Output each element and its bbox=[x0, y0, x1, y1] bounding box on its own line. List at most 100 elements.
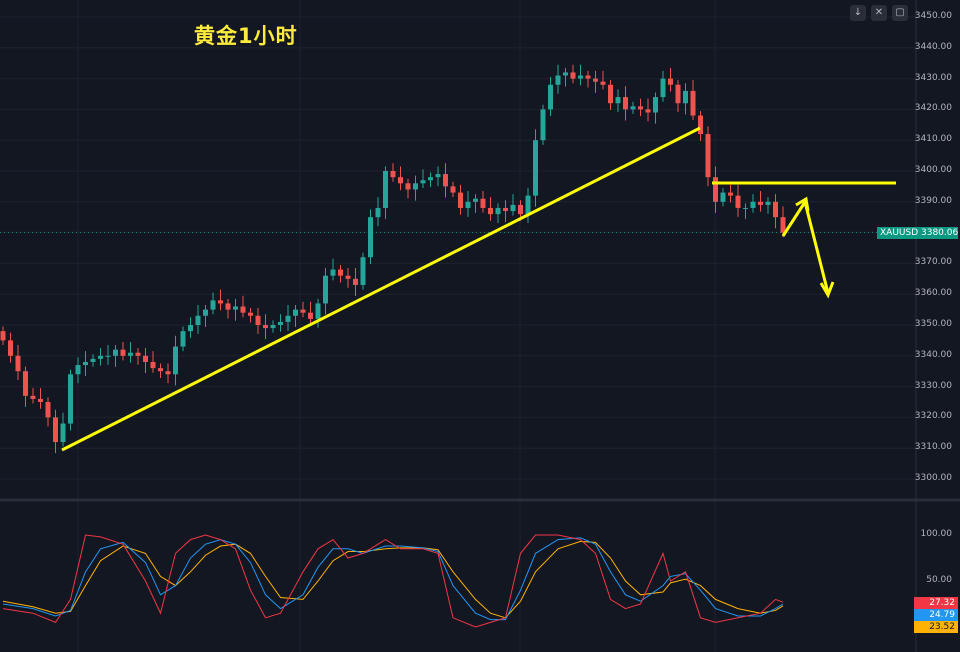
candle bbox=[765, 201, 771, 205]
candle bbox=[675, 84, 681, 104]
candle bbox=[75, 365, 81, 375]
candle bbox=[30, 395, 36, 399]
arrow-head-icon bbox=[819, 281, 835, 299]
candle bbox=[458, 192, 463, 208]
candle bbox=[38, 398, 43, 402]
candle bbox=[90, 358, 96, 362]
price-tick: 3330.00 bbox=[914, 380, 952, 391]
price-tick: 3310.00 bbox=[914, 442, 952, 453]
candle bbox=[98, 355, 103, 359]
candle bbox=[525, 195, 531, 215]
candle bbox=[368, 217, 373, 258]
candle bbox=[510, 204, 516, 212]
candle bbox=[698, 115, 703, 135]
candle bbox=[15, 355, 21, 372]
candle bbox=[53, 417, 58, 443]
candle bbox=[705, 134, 711, 178]
candle bbox=[8, 340, 13, 356]
candle bbox=[533, 140, 538, 196]
last-price-tag: 3380.06 bbox=[918, 227, 958, 239]
candle bbox=[285, 315, 291, 322]
symbol-tag: XAUUSD bbox=[877, 227, 922, 239]
candle bbox=[390, 171, 396, 178]
price-tick: 3450.00 bbox=[914, 11, 952, 21]
candle bbox=[315, 303, 321, 319]
candle bbox=[428, 177, 433, 181]
candle bbox=[278, 321, 283, 325]
signal-value-tag: 23.52 bbox=[914, 621, 958, 633]
candle bbox=[780, 217, 786, 233]
candle bbox=[120, 349, 126, 356]
candle bbox=[495, 207, 501, 215]
candle bbox=[773, 201, 778, 218]
price-tick: 3390.00 bbox=[914, 195, 952, 206]
indicator-tick: 50.00 bbox=[926, 575, 952, 585]
candle bbox=[113, 349, 118, 356]
candle bbox=[0, 331, 6, 341]
candle bbox=[630, 106, 636, 110]
candle bbox=[68, 374, 73, 424]
price-tick: 3340.00 bbox=[914, 349, 952, 360]
candle bbox=[660, 78, 666, 98]
price-tick: 3430.00 bbox=[914, 72, 952, 83]
candle bbox=[758, 201, 763, 205]
candle bbox=[585, 75, 591, 79]
candle bbox=[45, 402, 51, 418]
candle bbox=[420, 180, 426, 184]
candle bbox=[263, 325, 268, 329]
candle bbox=[728, 192, 733, 196]
candle bbox=[480, 198, 486, 208]
price-tick: 3400.00 bbox=[914, 165, 952, 175]
candle bbox=[233, 306, 238, 310]
candle bbox=[383, 171, 388, 208]
candle bbox=[750, 201, 756, 208]
candle bbox=[180, 331, 186, 347]
price-tick: 3420.00 bbox=[914, 103, 952, 114]
trend-line bbox=[61, 126, 701, 452]
k-value-tag: 27.32 bbox=[914, 597, 958, 609]
candle bbox=[128, 352, 133, 356]
candle bbox=[735, 195, 741, 208]
candle bbox=[555, 75, 561, 85]
candle bbox=[563, 72, 568, 76]
candle bbox=[248, 312, 253, 316]
price-tick: 3360.00 bbox=[914, 288, 952, 299]
fullscreen-button[interactable]: ▢ bbox=[892, 5, 908, 21]
candle bbox=[375, 207, 381, 218]
candle bbox=[465, 201, 471, 208]
price-tick: 3370.00 bbox=[914, 257, 952, 268]
candle bbox=[135, 352, 141, 356]
candle bbox=[578, 75, 583, 79]
candle bbox=[308, 312, 313, 319]
candle bbox=[450, 186, 456, 193]
candle bbox=[608, 84, 613, 104]
candle bbox=[653, 97, 658, 113]
candle bbox=[150, 361, 156, 369]
chart-title: 黄金1小时 bbox=[194, 24, 298, 48]
d-value-tag: 24.79 bbox=[914, 609, 958, 621]
candle bbox=[435, 174, 441, 178]
scroll-down-button[interactable]: ↓ bbox=[850, 5, 866, 21]
candle bbox=[158, 368, 163, 372]
candle bbox=[690, 90, 696, 116]
forecast-path bbox=[781, 198, 830, 294]
candle bbox=[300, 309, 306, 313]
candle bbox=[623, 97, 628, 110]
candle bbox=[720, 192, 726, 202]
candle bbox=[413, 183, 418, 190]
price-tick: 3350.00 bbox=[914, 319, 952, 329]
candle bbox=[338, 269, 343, 276]
candle bbox=[668, 78, 673, 85]
candle bbox=[105, 355, 111, 357]
collapse-button[interactable]: ✕ bbox=[871, 5, 887, 21]
arrow-head-icon bbox=[795, 196, 810, 212]
indicator-tick: 100.00 bbox=[920, 529, 953, 539]
candle bbox=[615, 97, 621, 104]
candle bbox=[323, 275, 328, 304]
candle bbox=[195, 315, 201, 325]
candle bbox=[173, 346, 178, 375]
candle bbox=[218, 300, 223, 304]
candle bbox=[240, 306, 246, 313]
price-tick: 3320.00 bbox=[914, 411, 952, 422]
